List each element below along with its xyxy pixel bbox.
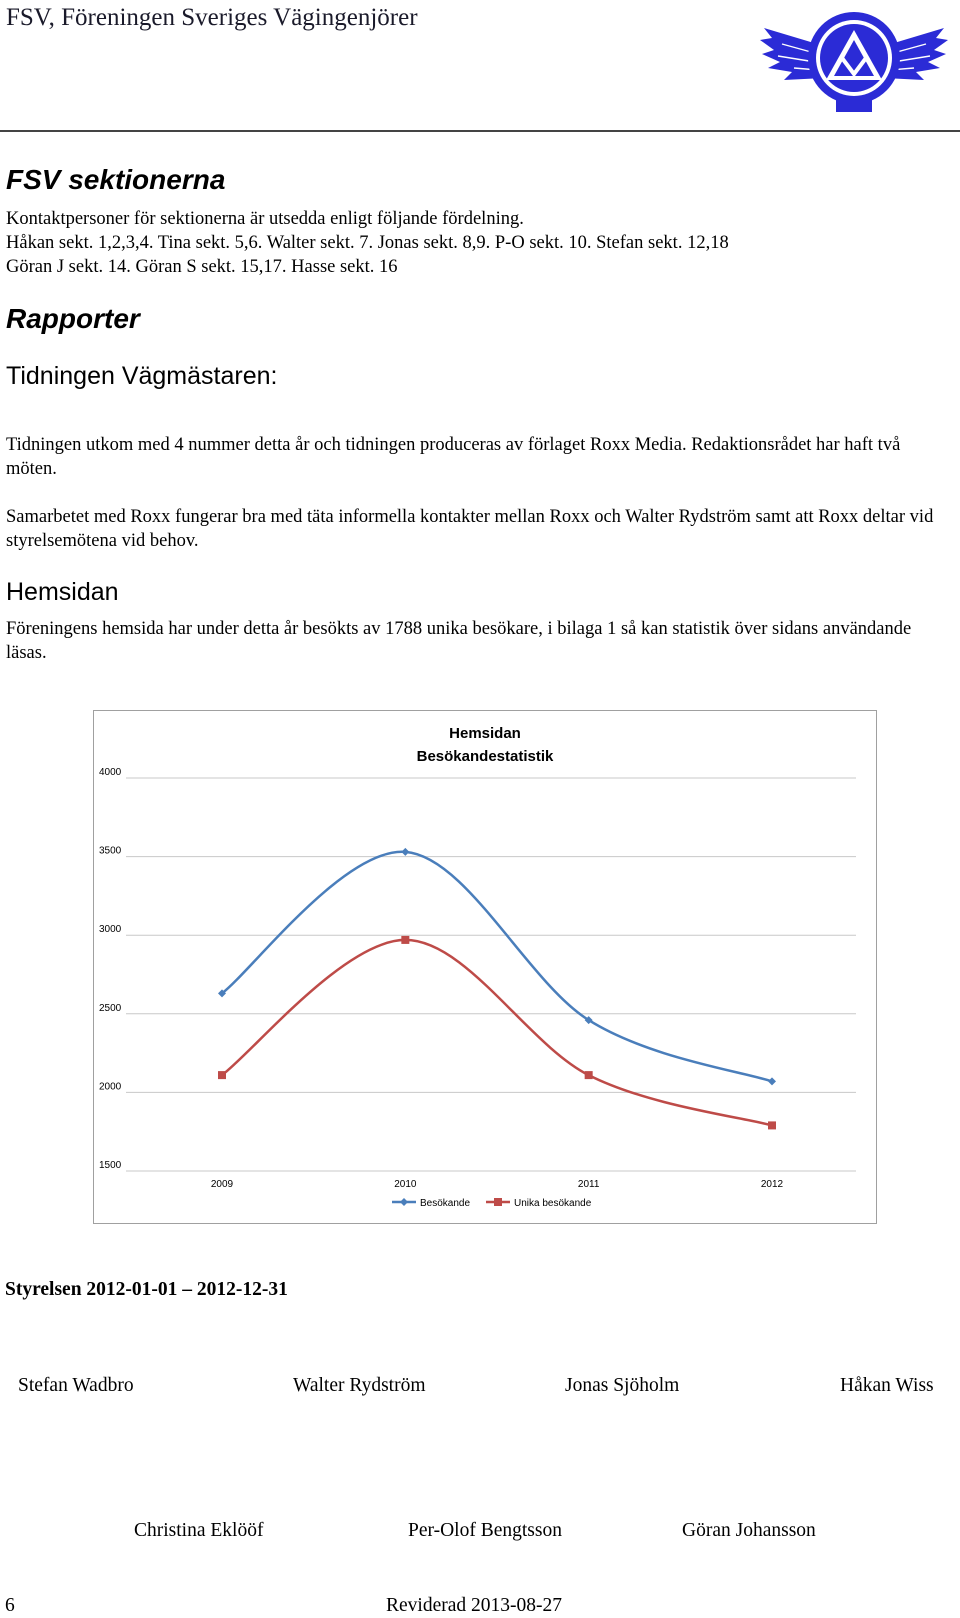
chart-series-line	[221, 850, 773, 1083]
board-member: Jonas Sjöholm	[565, 1375, 680, 1396]
chart-gridlines	[126, 777, 856, 1172]
revision-date: Reviderad 2013-08-27	[386, 1595, 562, 1616]
chart-y-tick-label: 4000	[99, 767, 122, 778]
chart-y-tick-label: 2000	[99, 1081, 122, 1092]
chart-data-point	[768, 1077, 776, 1086]
chart-y-tick-label: 1500	[99, 1160, 122, 1171]
fsv-winged-emblem-icon	[754, 0, 954, 115]
chart-title: Hemsidan	[449, 725, 521, 742]
chart-y-tick-label: 3000	[99, 924, 122, 935]
chart-x-ticks: 2009 2010 2011 2012	[211, 1179, 784, 1190]
sections-line-3: Göran J sekt. 14. Göran S sekt. 15,17. H…	[6, 257, 398, 277]
legend-label: Besökande	[420, 1198, 470, 1209]
sections-line-2: Håkan sekt. 1,2,3,4. Tina sekt. 5,6. Wal…	[6, 233, 729, 253]
legend-marker	[494, 1198, 502, 1206]
chart-series-line	[221, 938, 773, 1127]
board-member: Stefan Wadbro	[18, 1375, 134, 1396]
sections-line-1: Kontaktpersoner för sektionerna är utsed…	[6, 209, 524, 229]
vagmastaren-paragraph-1: Tidningen utkom med 4 nummer detta år oc…	[6, 435, 901, 479]
chart-legend: Besökande Unika besökande	[392, 1198, 592, 1209]
hemsidan-heading: Hemsidan	[6, 578, 119, 606]
chart-y-tick-label: 2500	[99, 1003, 122, 1014]
board-member: Christina Eklööf	[134, 1520, 264, 1541]
hemsidan-paragraph: Föreningens hemsida har under detta år b…	[6, 619, 912, 663]
chart-y-tick-label: 3500	[99, 846, 122, 857]
board-member: Per-Olof Bengtsson	[408, 1520, 562, 1541]
chart-data-point	[401, 935, 410, 944]
page-number: 6	[5, 1595, 15, 1616]
chart-series	[218, 847, 776, 1130]
legend-marker	[400, 1198, 408, 1206]
chart-data-point	[768, 1121, 776, 1130]
chart-data-point	[218, 1071, 226, 1080]
document-header-title: FSV, Föreningen Sveriges Vägingenjörer	[6, 4, 418, 31]
chart-x-tick-label: 2011	[578, 1179, 600, 1190]
board-member: Walter Rydström	[293, 1375, 426, 1396]
chart-data-point	[584, 1016, 593, 1025]
chart-data-point	[584, 1071, 593, 1080]
chart-x-tick-label: 2012	[761, 1179, 784, 1190]
visitor-statistics-chart: 4000 3500 3000 2500 2000 1500 2009 2010 2011 201…	[93, 710, 877, 1224]
header-divider	[0, 130, 960, 132]
vagmastaren-heading: Tidningen Vägmästaren:	[6, 362, 278, 390]
vagmastaren-paragraph-2: Samarbetet med Roxx fungerar bra med tät…	[6, 507, 934, 551]
chart-data-point	[401, 847, 410, 856]
chart-x-tick-label: 2010	[394, 1179, 417, 1190]
board-member: Göran Johansson	[682, 1520, 816, 1541]
board-member: Håkan Wiss	[840, 1375, 934, 1396]
chart-y-ticks: 4000 3500 3000 2500 2000 1500	[99, 767, 122, 1171]
chart-x-tick-label: 2009	[211, 1179, 234, 1190]
sections-heading: FSV sektionerna	[6, 164, 226, 195]
chart-data-point	[218, 989, 226, 998]
board-heading: Styrelsen 2012-01-01 – 2012-12-31	[5, 1279, 288, 1300]
chart-subtitle: Besökandestatistik	[417, 748, 554, 765]
legend-label: Unika besökande	[514, 1198, 592, 1209]
rapporter-heading: Rapporter	[6, 303, 140, 334]
chart-canvas: 4000 3500 3000 2500 2000 1500 2009 2010 2011 201…	[99, 725, 856, 1209]
